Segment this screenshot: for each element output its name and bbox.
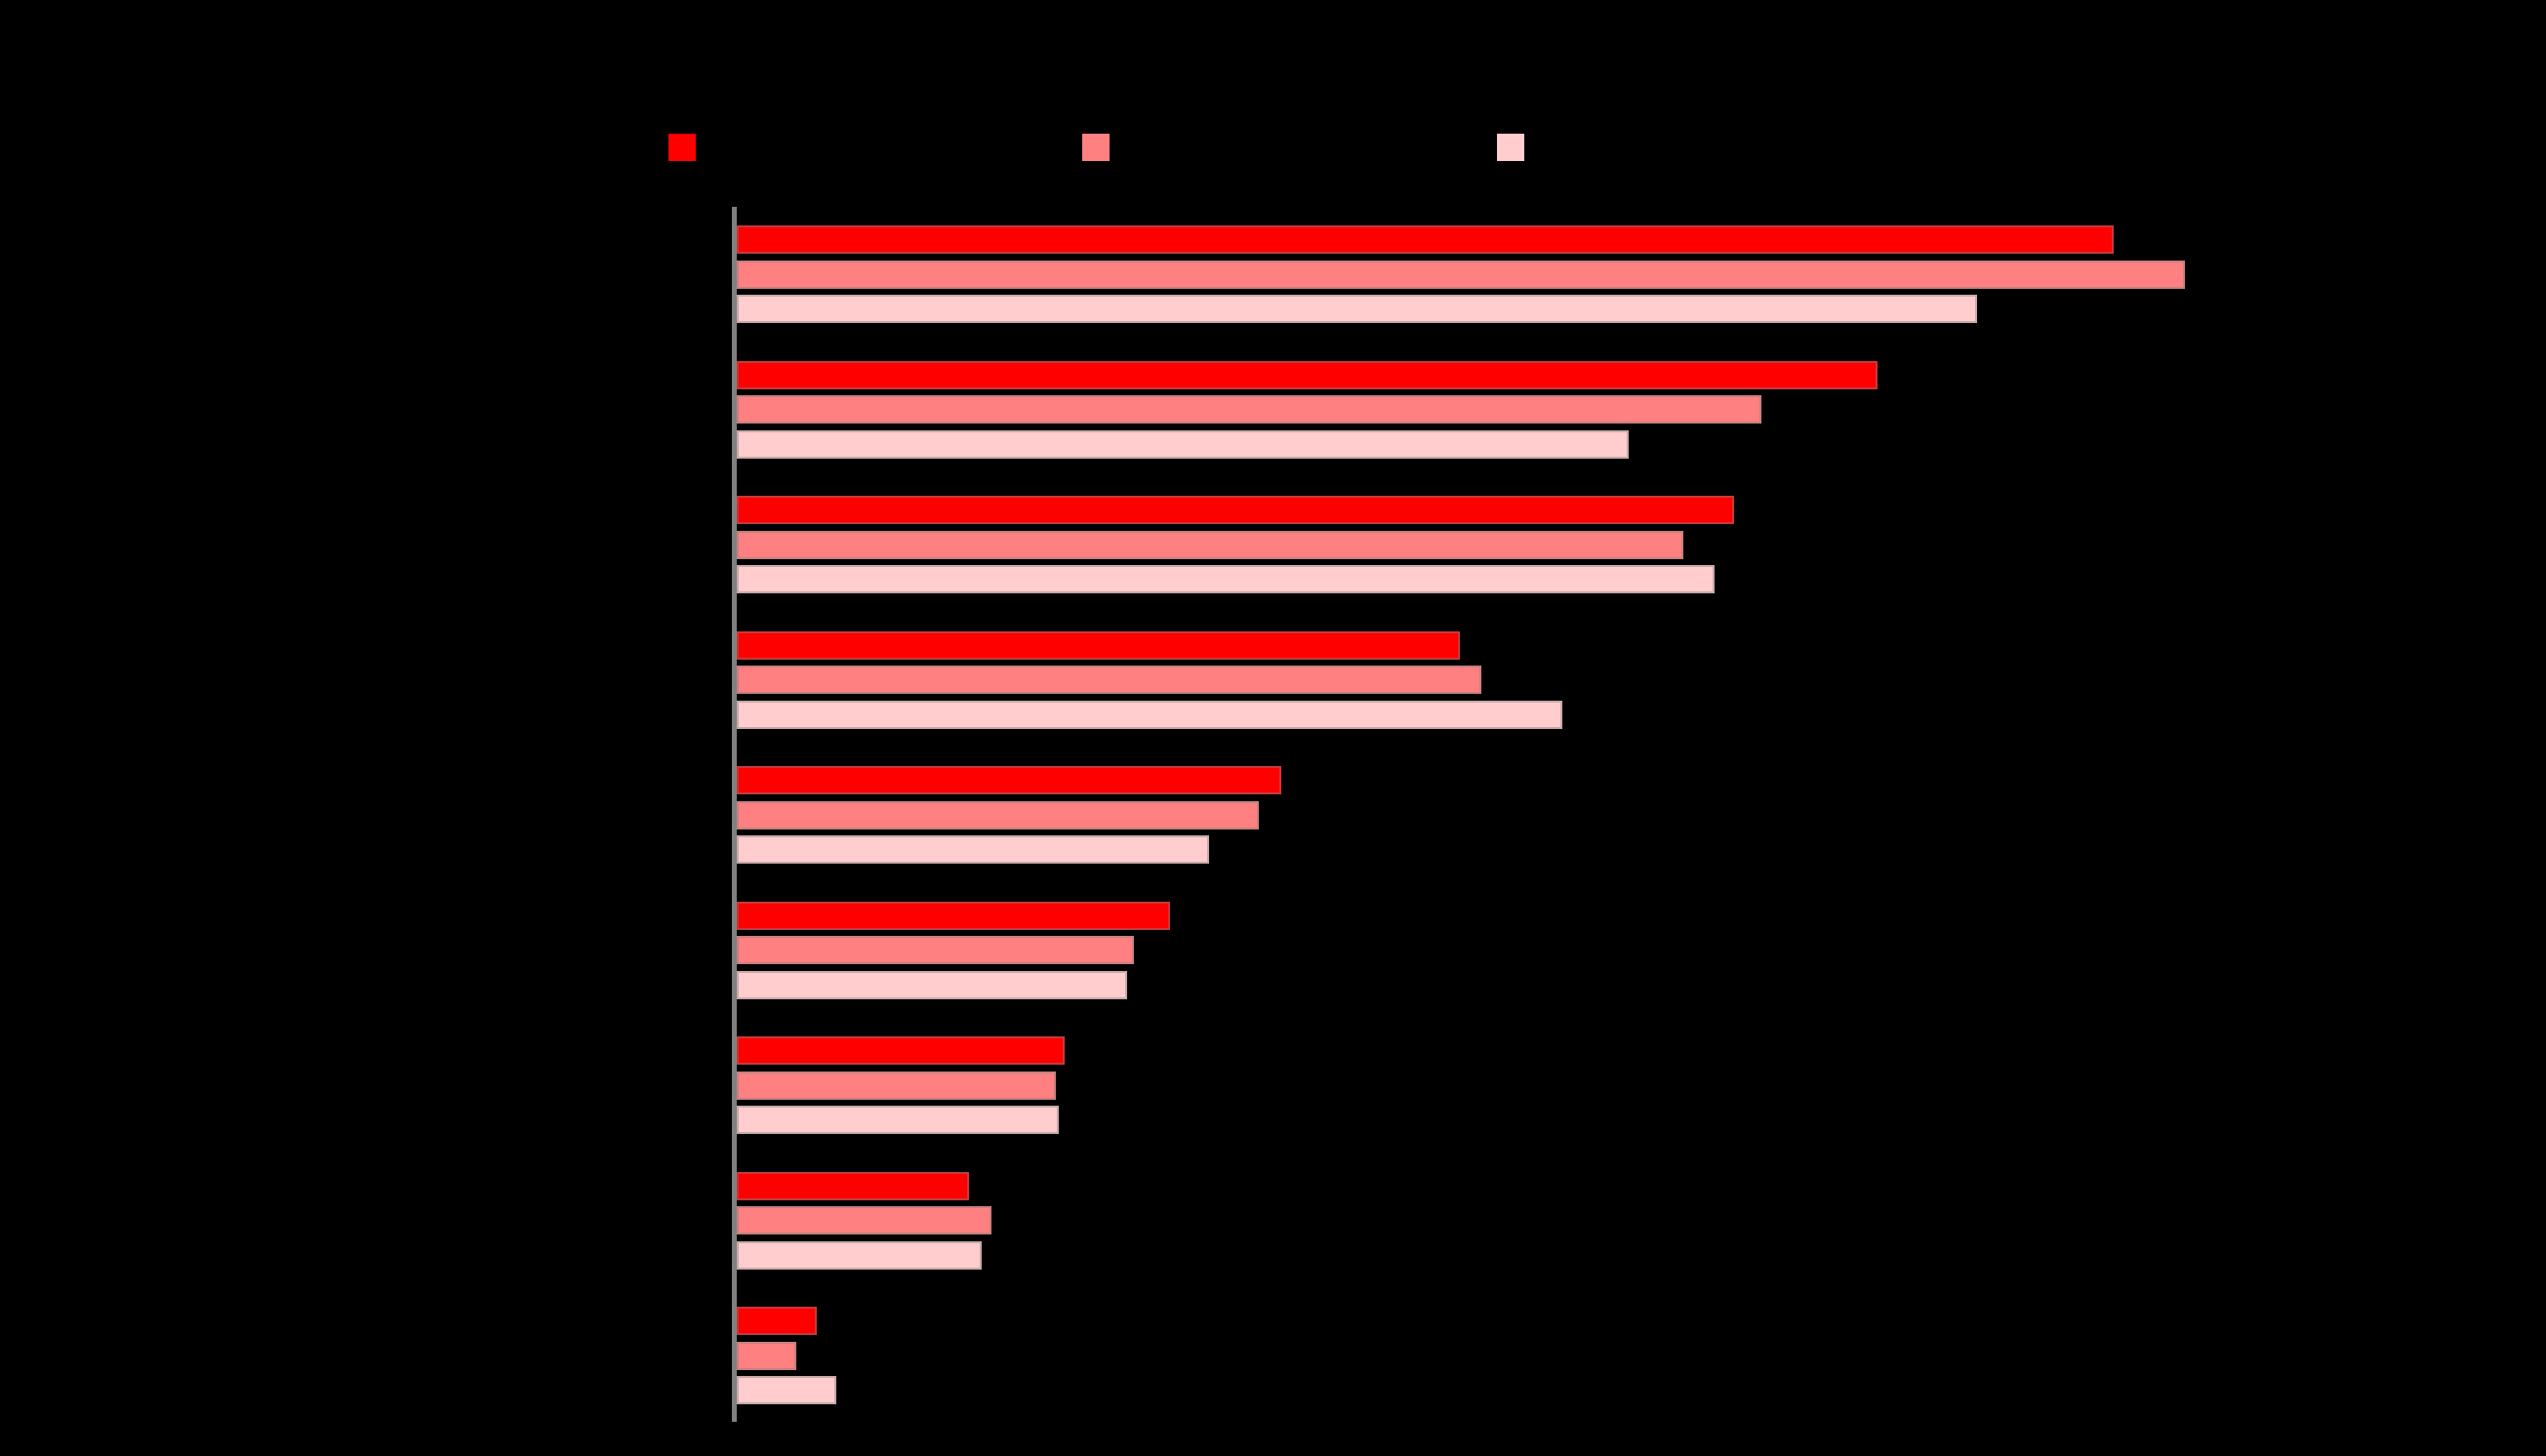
bar-pink-group-6 bbox=[737, 970, 1127, 999]
y-axis-spine bbox=[732, 207, 737, 1422]
bar-salmon-group-5 bbox=[737, 800, 1259, 829]
bar-red-group-3 bbox=[737, 496, 1734, 524]
bar-salmon-group-4 bbox=[737, 666, 1481, 694]
bar-pink-group-3 bbox=[737, 565, 1715, 593]
salmon-series-swatch bbox=[1082, 134, 1110, 161]
bar-red-group-6 bbox=[737, 901, 1170, 930]
bar-salmon-group-1 bbox=[737, 260, 2185, 289]
bar-salmon-group-9 bbox=[737, 1341, 796, 1370]
bar-pink-group-5 bbox=[737, 835, 1209, 864]
bar-red-group-4 bbox=[737, 630, 1460, 660]
bar-red-group-7 bbox=[737, 1036, 1065, 1065]
bar-pink-group-7 bbox=[737, 1106, 1059, 1134]
red-series-swatch bbox=[668, 134, 696, 161]
bar-red-group-8 bbox=[737, 1171, 969, 1200]
bar-red-group-2 bbox=[737, 360, 1878, 389]
bar-red-group-9 bbox=[737, 1307, 817, 1335]
bar-pink-group-8 bbox=[737, 1240, 982, 1270]
bar-pink-group-4 bbox=[737, 700, 1562, 729]
bar-red-group-1 bbox=[737, 225, 2114, 254]
bar-salmon-group-2 bbox=[737, 395, 1761, 424]
bar-salmon-group-8 bbox=[737, 1206, 991, 1234]
pink-series-swatch bbox=[1497, 134, 1524, 161]
bar-salmon-group-3 bbox=[737, 530, 1683, 559]
bar-salmon-group-7 bbox=[737, 1071, 1056, 1100]
bar-pink-group-1 bbox=[737, 295, 1977, 323]
bar-salmon-group-6 bbox=[737, 936, 1134, 964]
bar-pink-group-9 bbox=[737, 1376, 836, 1404]
bar-pink-group-2 bbox=[737, 429, 1629, 459]
bar-red-group-5 bbox=[737, 766, 1281, 794]
